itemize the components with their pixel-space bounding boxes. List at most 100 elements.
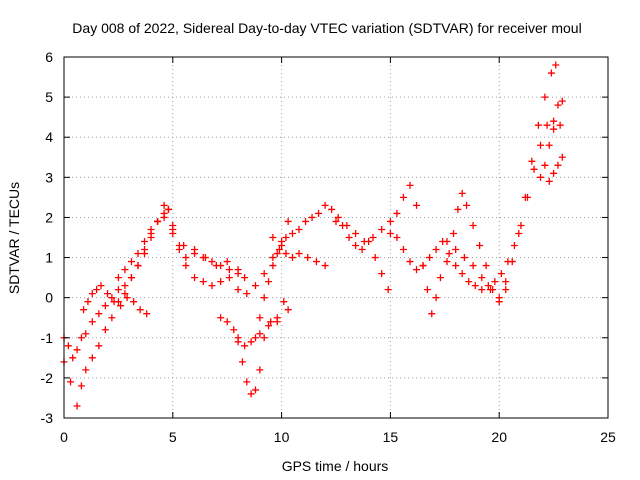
data-point [265,322,273,330]
x-tick-label: 25 [600,429,616,445]
data-point [419,262,427,270]
series-track-l [419,189,510,318]
data-point [463,201,471,209]
data-point [201,254,209,262]
data-point [406,181,414,189]
chart-title: Day 008 of 2022, Sidereal Day-to-day VTE… [72,20,581,36]
series-track-f [234,318,281,350]
data-point [369,234,377,241]
y-tick-label: -2 [41,370,54,386]
data-point [278,242,286,250]
data-point [234,334,242,342]
data-point [88,354,96,362]
data-point [304,254,312,262]
data-point [101,302,109,310]
data-point [384,286,392,294]
axis-ticks: 0 5 10 15 20 25 -3 -2 -1 0 1 2 3 4 5 6 [41,49,616,445]
data-point [208,282,216,290]
data-point [432,246,440,254]
data-point [251,282,259,290]
y-tick-label: 5 [45,89,53,105]
data-point [88,318,96,326]
data-point [282,250,290,258]
data-point [141,238,149,246]
data-point [295,250,303,258]
data-point [460,254,468,262]
data-point [134,250,142,258]
series-track-e [217,298,292,398]
data-point [436,274,444,282]
data-point [77,334,85,342]
data-point [77,382,85,390]
y-tick-label: 2 [45,209,53,225]
x-tick-label: 15 [383,429,399,445]
data-point [243,290,251,298]
series-track-c [80,282,151,318]
y-tick-label: 3 [45,169,53,185]
data-point [101,326,109,334]
data-point [82,330,90,338]
data-point [443,238,451,246]
data-point [238,358,246,366]
data-point [332,217,340,225]
data-point [123,294,131,302]
data-point [471,282,479,290]
data-point [413,266,421,274]
data-point [484,282,492,290]
data-point [393,209,401,217]
data-point [234,286,242,294]
data-point [269,254,277,262]
data-point [147,234,155,241]
data-point [114,286,122,294]
data-point [121,282,129,290]
data-point [247,390,255,398]
data-point [88,290,96,298]
data-point [64,342,72,350]
data-point [476,242,484,250]
data-point [541,161,549,169]
y-tick-label: 0 [45,290,53,306]
data-point [358,246,366,254]
data-markers [60,61,566,410]
data-point [160,213,168,221]
y-tick-label: -3 [41,410,54,426]
data-point [413,201,421,209]
y-tick-label: -1 [41,330,54,346]
data-point [251,386,259,394]
data-point [552,61,560,69]
data-point [550,125,558,133]
data-point [399,246,407,254]
data-point [223,258,231,266]
data-point [121,266,129,274]
series-track-n [537,97,566,181]
data-point [241,342,249,350]
data-point [352,242,360,250]
data-point [478,274,486,282]
data-point [302,217,310,225]
series-track-k [386,121,564,294]
data-point [328,205,336,213]
data-point [508,258,516,266]
data-point [284,306,292,314]
data-point [454,205,462,213]
data-point [550,169,558,177]
data-point [147,225,155,233]
data-point [108,314,116,322]
data-point [486,286,494,294]
data-point [365,238,373,246]
data-point [478,286,486,294]
data-point [256,366,264,374]
data-point [265,278,273,286]
grid-lines [64,57,608,418]
data-point [82,366,90,374]
data-point [256,330,264,338]
x-tick-label: 0 [60,429,68,445]
data-point [67,378,75,386]
data-point [515,229,523,237]
data-point [450,229,458,237]
data-point [169,221,177,229]
data-point [273,250,281,258]
data-point [386,229,394,237]
data-point [458,270,466,278]
data-point [108,294,116,302]
